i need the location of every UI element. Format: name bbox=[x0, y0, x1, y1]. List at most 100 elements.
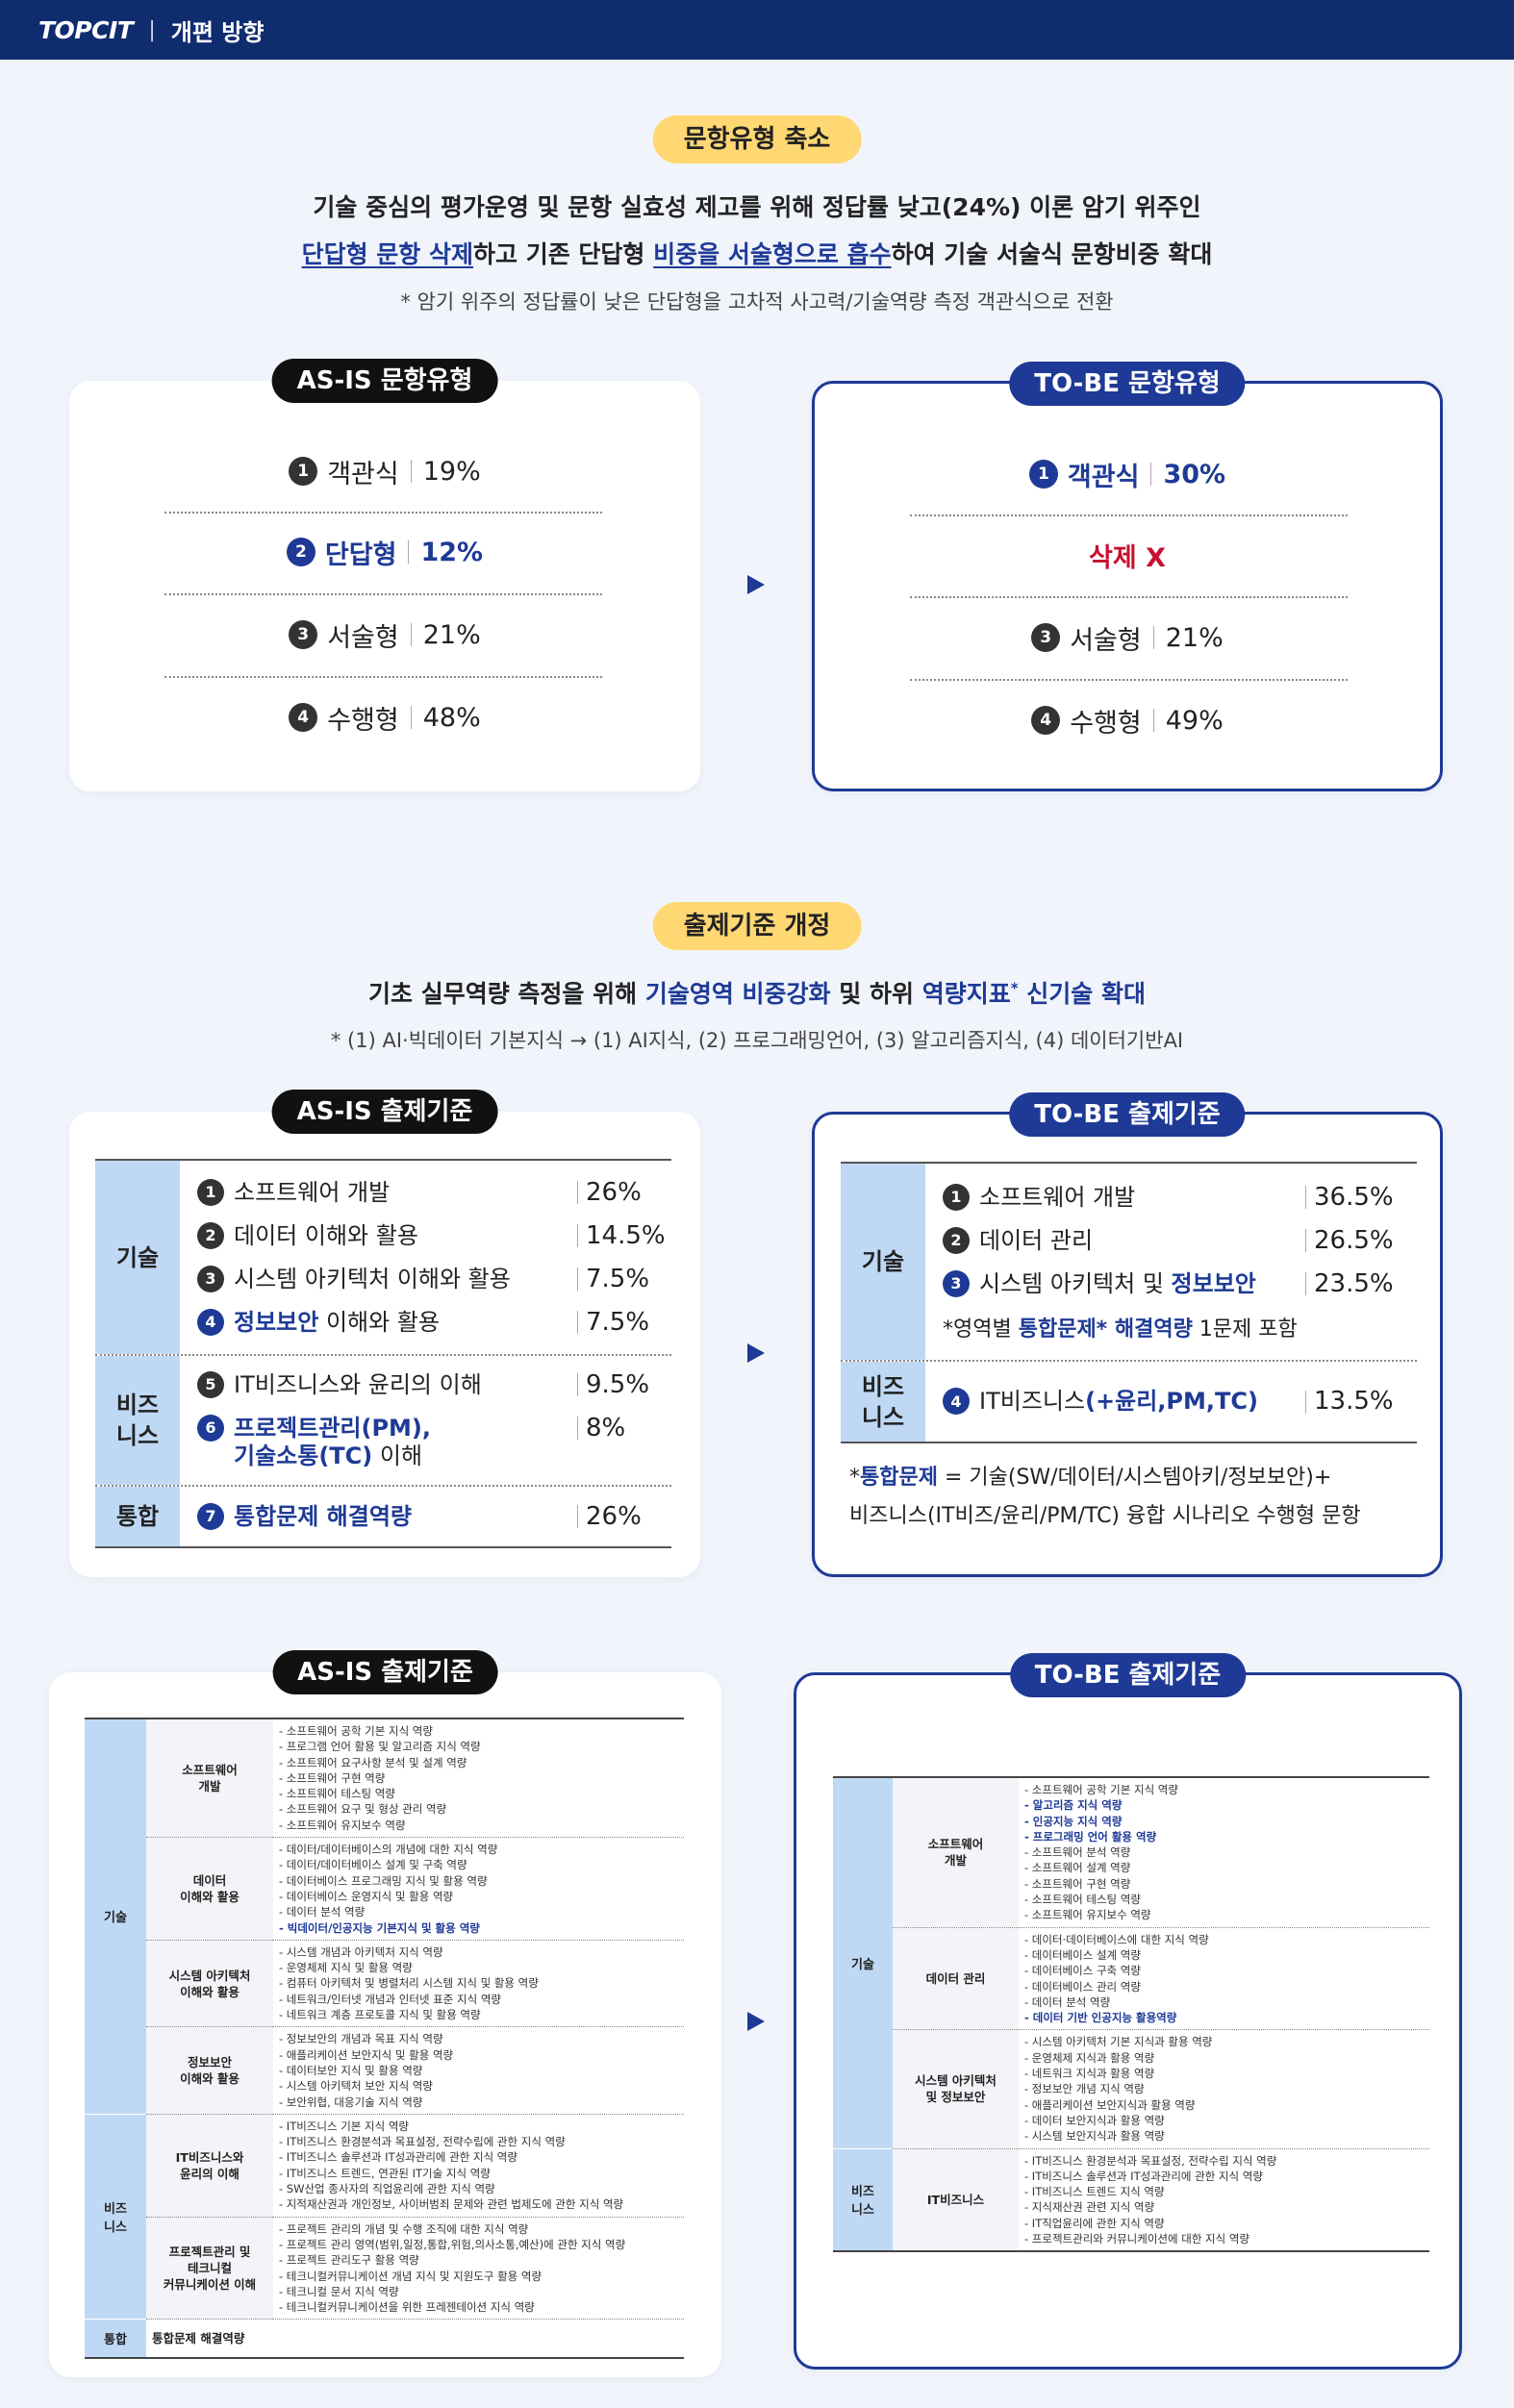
group-name: 기술 bbox=[833, 1777, 893, 2149]
question-type: 삭제 X bbox=[815, 536, 1440, 574]
group-body: 1 소프트웨어 개발 26% 2 데이터 이해와 활용 14.5% 3 시스템 아키텍처 이해… bbox=[180, 1161, 671, 1354]
criteria-item: 1 소프트웨어 개발 36.5% bbox=[925, 1176, 1417, 1219]
number-badge: 7 bbox=[197, 1502, 224, 1530]
text: 정보보안 bbox=[234, 1308, 319, 1336]
criteria-label: 데이터 이해와 활용 bbox=[234, 1222, 575, 1250]
criteria-label: 데이터 관리 bbox=[979, 1227, 1303, 1255]
competency-item: - 애플리케이션 보안지식 및 활용 역량 bbox=[279, 2047, 454, 2062]
text: 1문제 포함 bbox=[1192, 1317, 1298, 1342]
competency-item: - 데이터베이스 구축 역량 bbox=[1024, 1964, 1141, 1978]
text: 소프트웨어 개발 bbox=[234, 1178, 391, 1206]
competency-item: - IT비즈니스 트렌드, 연관된 IT기술 지식 역량 bbox=[279, 2166, 491, 2180]
number-badge: 5 bbox=[197, 1370, 224, 1398]
competency-item: - 시스템 아키텍처 기본 지식과 활용 역량 bbox=[1024, 2035, 1213, 2049]
question-type: 3 서술형 21% bbox=[69, 615, 700, 654]
card-title: AS-IS 문항유형 bbox=[271, 359, 498, 403]
group-name: 기술 bbox=[841, 1164, 925, 1360]
competency-item: - 데이터베이스 운영지식 및 활용 역량 bbox=[279, 1889, 454, 1903]
type-label: 서술형 bbox=[327, 622, 399, 653]
criteria-table: 기술 1 소프트웨어 개발 26% 2 데이터 이해와 활용 14.5% 3 시스템 아키텍처 … bbox=[95, 1159, 671, 1548]
criteria-ratio: 26.5% bbox=[1303, 1226, 1417, 1255]
number-badge: 1 bbox=[1028, 460, 1058, 489]
text: 하여 기술 서술식 문항비중 확대 bbox=[891, 240, 1213, 268]
criteria-ratio: 23.5% bbox=[1303, 1269, 1417, 1298]
criteria-label: 프로젝트관리(PM),기술소통(TC) 이해 bbox=[234, 1415, 575, 1470]
competency-item: - 프로그램 언어 활용 및 알고리즘 지식 역량 bbox=[279, 1740, 481, 1754]
criteria-ratio: 14.5% bbox=[575, 1220, 671, 1250]
separator bbox=[577, 1417, 578, 1440]
competency-item: - 프로젝트 관리의 개념 및 수행 조직에 대한 지식 역량 bbox=[279, 2221, 529, 2236]
table-row: 데이터 관리 - 데이터·데이터베이스에 대한 지식 역량 - 데이터베이스 설계 … bbox=[833, 1927, 1429, 2031]
competency-item: - 프로젝트 관리도구 활용 역량 bbox=[279, 2253, 419, 2268]
criteria-table: 기술 1 소프트웨어 개발 36.5% 2 데이터 관리 26.5% 3 시스템 아키텍처 및 … bbox=[841, 1162, 1417, 1443]
group-name: 통합 bbox=[85, 2319, 146, 2358]
competency-item: - 컴퓨터 아키텍처 및 병렬처리 시스템 지식 및 활용 역량 bbox=[279, 1976, 539, 1991]
card: AS-IS 출제기준 기술 1 소프트웨어 개발 26% 2 데이터 이해와 활용 14.5%… bbox=[69, 1090, 700, 1577]
separator bbox=[410, 706, 412, 729]
divider: | bbox=[148, 17, 156, 42]
text: 소프트웨어 개발 bbox=[979, 1183, 1136, 1211]
text: 단답형 문항 삭제 bbox=[301, 240, 474, 268]
text: 비즈니스(IT비즈/윤리/PM/TC) 융합 시나리오 수행형 문항 bbox=[849, 1504, 1361, 1528]
group-name: 비즈 니스 bbox=[85, 2114, 146, 2320]
group-body: 1 소프트웨어 개발 36.5% 2 데이터 관리 26.5% 3 시스템 아키텍처 및 정보… bbox=[925, 1164, 1417, 1360]
criteria-item: 4 정보보안 이해와 활용 7.5% bbox=[180, 1301, 671, 1344]
note: * (1) AI·빅데이터 기본지식 → (1) AI지식, (2) 프로그래밍… bbox=[330, 1029, 1184, 1052]
criteria-item: 3 시스템 아키텍처 및 정보보안 23.5% bbox=[925, 1263, 1417, 1306]
table-row: 정보보안 이해와 활용 - 정보보안의 개념과 목표 지식 역량 - 애플리케이션 … bbox=[85, 2026, 684, 2115]
ratio: 14.5% bbox=[586, 1220, 666, 1250]
competency-item: - 데이터 분석 역량 bbox=[279, 1905, 366, 1919]
competency-item: - 소프트웨어 구현 역량 bbox=[1024, 1876, 1131, 1891]
divider bbox=[910, 679, 1348, 681]
arrow bbox=[747, 2012, 765, 2031]
competency-area: 데이터 관리 bbox=[893, 1927, 1019, 2031]
separator bbox=[1305, 1272, 1306, 1295]
header: TOPCIT | 개편 방향 bbox=[0, 0, 1514, 60]
criteria-label: 정보보안 이해와 활용 bbox=[234, 1309, 575, 1337]
text: 통합문제 해결역량 bbox=[234, 1502, 412, 1530]
separator bbox=[577, 1505, 578, 1528]
number-badge: 3 bbox=[943, 1269, 970, 1297]
criteria-item: 3 시스템 아키텍처 이해와 활용 7.5% bbox=[180, 1258, 671, 1301]
competency-item: - 지적재산권과 개인정보, 사이버범죄 문제와 관련 법제도에 관한 지식 역… bbox=[279, 2197, 624, 2212]
table-body: 기술 소프트웨어 개발 - 소프트웨어 공학 기본 지식 역량 - 알고리즘 지식 역… bbox=[833, 1777, 1429, 2252]
number-badge: 3 bbox=[289, 620, 318, 649]
competency-area: 시스템 아키텍처 이해와 활용 bbox=[146, 1940, 273, 2028]
text: 데이터 이해와 활용 bbox=[234, 1221, 418, 1249]
type-ratio: 12% bbox=[420, 537, 484, 567]
type-label: 서술형 bbox=[1070, 625, 1142, 656]
competency-area: 정보보안 이해와 활용 bbox=[146, 2026, 273, 2115]
separator bbox=[577, 1224, 578, 1247]
divider bbox=[910, 514, 1348, 516]
competency-item: - 데이터베이스 설계 역량 bbox=[1024, 1947, 1141, 1962]
table-row: 기술 소프트웨어 개발 - 소프트웨어 공학 기본 지식 역량 - 프로그램 언어 활… bbox=[85, 1718, 684, 2115]
competency-item: - 데이터/데이터베이스의 개념에 대한 지식 역량 bbox=[279, 1843, 498, 1857]
table-row: 시스템 아키텍처 이해와 활용 - 시스템 개념과 아키텍처 지식 역량 - 운영체… bbox=[85, 1940, 684, 2028]
lead-text: 기술 중심의 평가운영 및 문항 실효성 제고를 위해 정답률 낮고(24%) … bbox=[313, 193, 1201, 221]
criteria-ratio: 8% bbox=[575, 1414, 671, 1442]
divider bbox=[164, 512, 602, 514]
arrow bbox=[747, 1343, 765, 1363]
number-badge: 3 bbox=[1031, 623, 1061, 652]
divider bbox=[164, 676, 602, 678]
group-name: 기술 bbox=[95, 1161, 180, 1354]
detail-table: 기술 소프트웨어 개발 - 소프트웨어 공학 기본 지식 역량 - 프로그램 언어 활… bbox=[85, 1718, 684, 2359]
separator bbox=[577, 1311, 578, 1334]
card-title: AS-IS 출제기준 bbox=[271, 1090, 498, 1134]
card: TO-BE 출제기준 기술 1 소프트웨어 개발 36.5% 2 데이터 관리 26.5% 3 시… bbox=[812, 1092, 1443, 1577]
type-ratio: 48% bbox=[422, 702, 481, 733]
separator bbox=[1305, 1186, 1306, 1209]
competency-item: - 프로젝트 관리 영역(범위,일정,통합,위험,의사소통,예산)에 관한 지식… bbox=[279, 2237, 626, 2251]
competency-item: - 지식재산권 관련 지식 역량 bbox=[1024, 2200, 1155, 2215]
separator bbox=[410, 623, 412, 646]
text: 이해와 활용 bbox=[318, 1308, 440, 1336]
competency-list: - 시스템 아키텍처 기본 지식과 활용 역량 - 운영체제 지식과 활용 역량 -… bbox=[1019, 2029, 1429, 2149]
group-name: 기술 bbox=[85, 1718, 146, 2115]
competency-item: - 보안위협, 대응기술 지식 역량 bbox=[279, 2094, 423, 2109]
text: 및 하위 bbox=[830, 980, 922, 1008]
table-row: 비즈 니스 IT비즈니스와 윤리의 이해 - IT비즈니스 기본 지식 역량 - IT… bbox=[85, 2114, 684, 2320]
criteria-group: 비즈 니스 5 IT비즈니스와 윤리의 이해 9.5% 6 프로젝트관리(PM),기술소통… bbox=[95, 1354, 671, 1485]
competency-item: - 데이터·데이터베이스에 대한 지식 역량 bbox=[1024, 1932, 1209, 1946]
competency-area: IT비즈니스 bbox=[893, 2148, 1019, 2252]
lead-text: 기초 실무역량 측정을 위해 기술영역 비중강화 및 하위 역량지표* 신기술 … bbox=[0, 975, 1514, 1010]
